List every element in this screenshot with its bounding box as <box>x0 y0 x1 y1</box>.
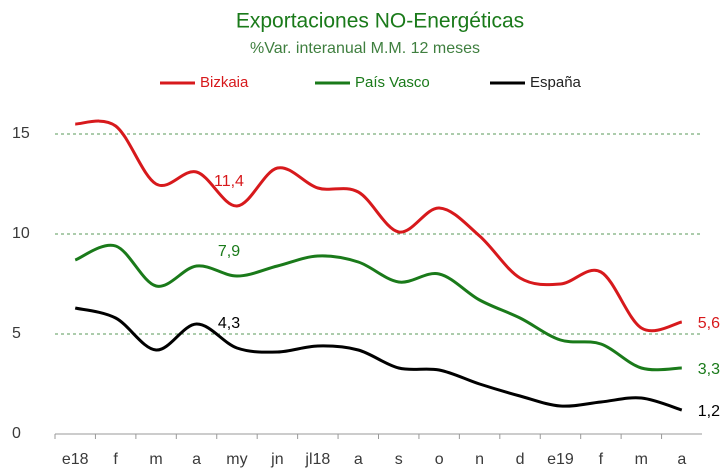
x-tick-label: n <box>475 451 484 468</box>
series-line <box>75 119 683 333</box>
y-tick-label: 0 <box>12 425 21 442</box>
x-tick-label: jn <box>270 451 283 468</box>
x-tick-label: o <box>435 451 444 468</box>
data-label: 7,9 <box>218 243 240 260</box>
x-tick-label: jl18 <box>304 451 330 468</box>
chart-title: Exportaciones NO-Energéticas <box>236 10 524 33</box>
x-tick-label: my <box>226 451 247 468</box>
x-tick-label: d <box>516 451 525 468</box>
x-tick-label: e18 <box>62 451 89 468</box>
chart-subtitle: %Var. interanual M.M. 12 meses <box>250 40 480 57</box>
x-tick-label: a <box>677 451 686 468</box>
x-tick-label: a <box>354 451 363 468</box>
legend-label: España <box>530 74 582 91</box>
series-line <box>74 243 682 372</box>
x-tick-label: e19 <box>547 451 574 468</box>
y-tick-label: 10 <box>12 225 30 242</box>
data-label: 1,2 <box>698 403 720 420</box>
x-tick-label: m <box>635 451 648 468</box>
data-label: 11,4 <box>214 173 244 190</box>
x-tick-label: a <box>192 451 201 468</box>
x-tick-label: s <box>395 451 403 468</box>
y-tick-label: 5 <box>12 325 21 342</box>
x-tick-label: f <box>113 451 118 468</box>
series-line <box>74 306 683 412</box>
data-label: 3,3 <box>698 361 720 378</box>
data-label: 4,3 <box>218 315 240 332</box>
x-tick-label: m <box>149 451 162 468</box>
data-label: 5,6 <box>698 315 720 332</box>
y-tick-label: 15 <box>12 125 30 142</box>
x-tick-label: f <box>599 451 604 468</box>
legend-label: País Vasco <box>355 74 430 91</box>
legend-label: Bizkaia <box>200 74 249 91</box>
